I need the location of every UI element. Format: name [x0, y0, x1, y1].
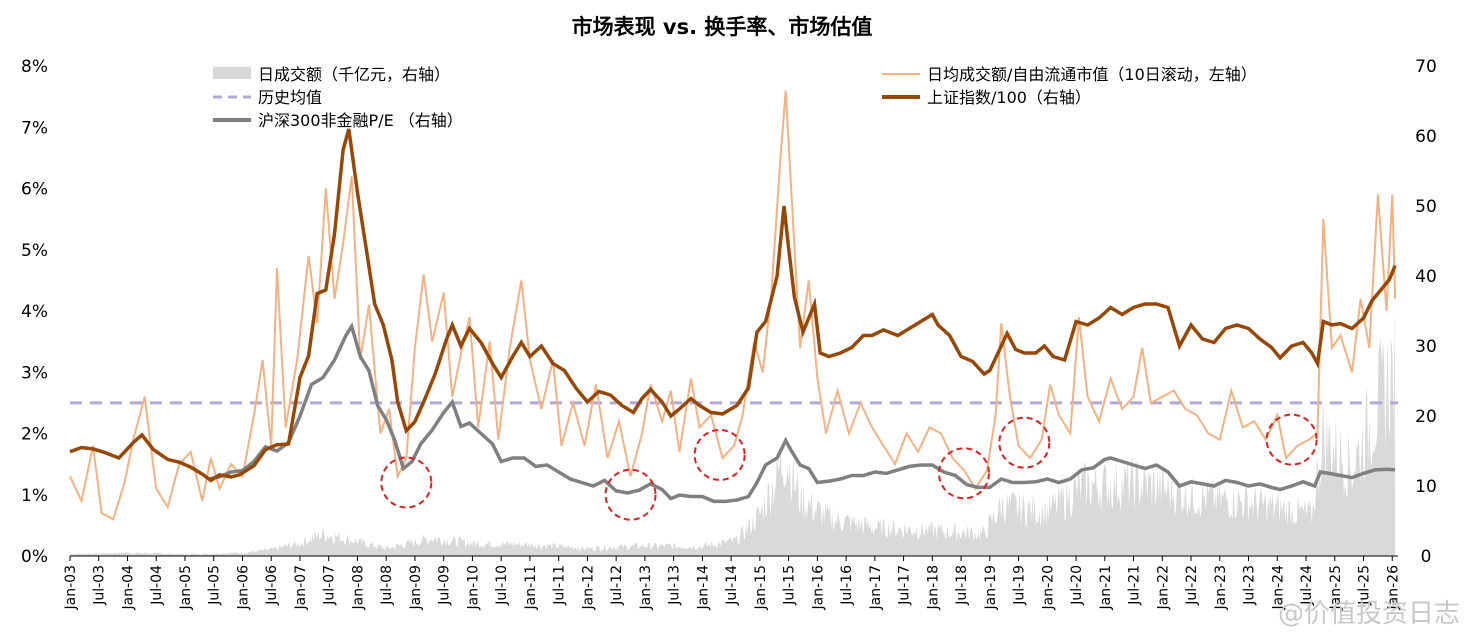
- annotation-circle: [604, 468, 657, 521]
- legend-label-hist-mean: 历史均值: [258, 88, 322, 107]
- x-tick-label: Jul-25: [1357, 565, 1373, 606]
- x-tick-label: Jul-16: [839, 565, 855, 606]
- x-tick-label: Jan-07: [293, 565, 309, 610]
- x-tick-label: Jan-18: [925, 565, 941, 610]
- watermark: @价值投资日志: [1278, 599, 1460, 629]
- y-right-tick-label: 0: [1421, 547, 1432, 567]
- legend: 日成交额（千亿元，右轴） 历史均值 沪深300非金融P/E （右轴） 日均成交额…: [213, 65, 1257, 130]
- x-tick-label: Jan-26: [1385, 565, 1401, 611]
- y-right-tick-label: 30: [1415, 337, 1437, 357]
- x-tick-label: Jan-20: [1040, 565, 1056, 610]
- chart-title: 市场表现 vs. 换手率、市场估值: [572, 15, 873, 39]
- x-tick-label: Jan-21: [1098, 565, 1114, 610]
- y-right-tick-label: 20: [1415, 407, 1437, 427]
- x-tick-label: Jan-05: [178, 565, 194, 610]
- legend-label-index: 上证指数/100（右轴）: [927, 88, 1091, 107]
- x-tick-label: Jul-17: [897, 565, 913, 606]
- y-left-tick-label: 2%: [21, 425, 48, 445]
- volume-series: [70, 299, 1396, 556]
- x-tick-label: Jul-04: [149, 565, 165, 606]
- x-tick-label: Jan-09: [408, 565, 424, 610]
- x-tick-label: Jul-21: [1127, 565, 1143, 606]
- y-left-tick-label: 6%: [21, 180, 48, 200]
- annotation-circle: [693, 428, 746, 481]
- legend-swatch-volume: [213, 67, 251, 79]
- x-tick-label: Jan-23: [1213, 565, 1229, 610]
- annotation-circle: [380, 456, 433, 509]
- x-tick-label: Jul-03: [92, 565, 108, 606]
- x-tick-label: Jan-17: [868, 565, 884, 610]
- y-right-tick-label: 70: [1415, 57, 1437, 77]
- x-tick-label: Jan-22: [1155, 565, 1171, 610]
- x-tick-label: Jan-13: [638, 565, 654, 610]
- x-tick-label: Jul-12: [609, 565, 625, 606]
- x-tick-label: Jan-25: [1328, 565, 1344, 610]
- legend-label-volume: 日成交额（千亿元，右轴）: [258, 65, 450, 84]
- x-tick-label: Jul-05: [207, 565, 223, 606]
- volume-area: [70, 299, 1396, 556]
- x-tick-label: Jan-24: [1270, 565, 1286, 611]
- legend-label-pe: 沪深300非金融P/E （右轴）: [258, 111, 463, 130]
- x-tick-label: Jan-08: [350, 565, 366, 610]
- y-left-tick-label: 0%: [21, 547, 48, 567]
- x-tick-label: Jan-10: [465, 565, 481, 610]
- x-tick-label: Jan-14: [695, 565, 711, 611]
- index-series-line: [69, 128, 1397, 483]
- y-left-tick-label: 5%: [21, 241, 48, 261]
- x-tick-label: Jul-15: [782, 565, 798, 606]
- x-tick-label: Jan-11: [523, 565, 539, 610]
- y-left-tick-label: 4%: [21, 302, 48, 322]
- x-tick-label: Jan-04: [120, 565, 136, 611]
- x-tick-label: Jul-23: [1242, 565, 1258, 606]
- x-tick-label: Jul-10: [494, 565, 510, 606]
- x-tick-label: Jan-12: [580, 565, 596, 610]
- x-tick-label: Jan-06: [235, 565, 251, 611]
- y-left-tick-label: 1%: [21, 486, 48, 506]
- y-left-tick-label: 7%: [21, 118, 48, 138]
- x-tick-label: Jul-07: [322, 565, 338, 606]
- x-tick-label: Jul-11: [552, 565, 568, 606]
- x-tick-label: Jan-19: [983, 565, 999, 610]
- x-tick-label: Jul-18: [954, 565, 970, 606]
- x-tick-label: Jul-06: [264, 565, 280, 606]
- turnover-series-line: [69, 90, 1397, 521]
- pe-series-line: [207, 322, 1396, 504]
- y-left-tick-label: 3%: [21, 363, 48, 383]
- x-tick-label: Jul-09: [437, 565, 453, 606]
- x-tick-label: Jan-03: [63, 565, 79, 610]
- y-left-tick-label: 8%: [21, 57, 48, 77]
- y-right-tick-label: 10: [1415, 477, 1437, 497]
- x-tick-label: Jul-19: [1012, 565, 1028, 606]
- annotation-circle: [998, 416, 1051, 469]
- x-tick-label: Jan-15: [753, 565, 769, 610]
- y-right-tick-label: 60: [1415, 127, 1437, 147]
- x-tick-label: Jul-08: [379, 565, 395, 606]
- y-right-tick-label: 40: [1415, 267, 1437, 287]
- y-right-tick-label: 50: [1415, 197, 1437, 217]
- legend-label-turnover: 日均成交额/自由流通市值（10日滚动，左轴）: [927, 65, 1257, 84]
- x-tick-label: Jul-22: [1184, 565, 1200, 606]
- x-tick-label: Jan-16: [810, 565, 826, 611]
- x-tick-label: Jul-20: [1069, 565, 1085, 606]
- x-tick-label: Jul-13: [667, 565, 683, 606]
- x-tick-label: Jul-24: [1299, 565, 1315, 606]
- annotation-circle: [937, 447, 990, 500]
- annotation-circle: [1265, 413, 1318, 466]
- x-tick-label: Jul-14: [724, 565, 740, 606]
